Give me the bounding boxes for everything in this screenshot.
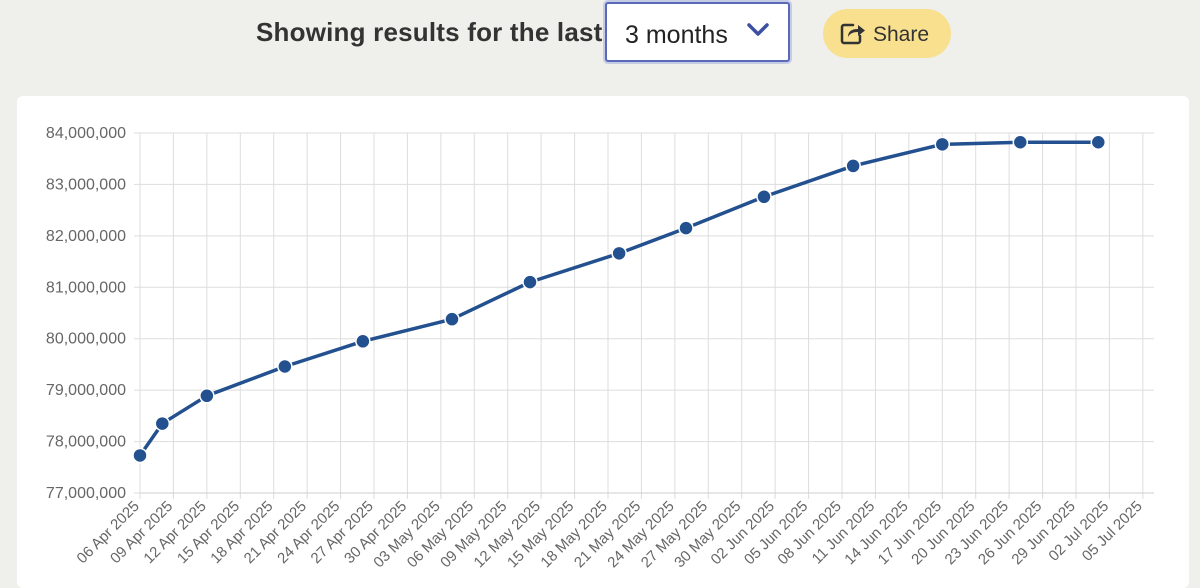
data-point[interactable] — [132, 447, 148, 464]
y-tick-label: 80,000,000 — [46, 331, 126, 348]
data-point[interactable] — [444, 311, 460, 327]
data-point[interactable] — [522, 274, 538, 290]
y-tick-label: 84,000,000 — [46, 125, 126, 142]
share-icon — [840, 23, 865, 45]
data-point[interactable] — [277, 358, 293, 375]
data-point[interactable] — [611, 245, 627, 262]
y-tick-label: 82,000,000 — [46, 228, 126, 245]
chart-card: 77,000,000 78,000,000 79,000,000 80,000,000… — [17, 96, 1189, 588]
data-point[interactable] — [355, 333, 371, 350]
data-point[interactable] — [678, 220, 694, 236]
y-axis: 77,000,000 78,000,000 79,000,000 80,000,000… — [46, 125, 126, 502]
y-tick-label: 79,000,000 — [46, 382, 126, 399]
y-tick-label: 81,000,000 — [46, 279, 126, 296]
chevron-down-icon — [747, 23, 769, 36]
share-button[interactable]: Share — [823, 9, 951, 58]
series-line — [138, 140, 1099, 457]
series — [132, 134, 1107, 464]
data-point[interactable] — [199, 388, 215, 404]
data-point[interactable] — [934, 136, 951, 153]
period-select[interactable]: 3 months — [605, 2, 790, 62]
y-tick-label: 83,000,000 — [46, 176, 126, 193]
data-point[interactable] — [154, 415, 171, 432]
data-point[interactable] — [1090, 134, 1107, 151]
grid — [134, 132, 1154, 499]
data-point[interactable] — [756, 189, 772, 205]
period-select-value: 3 months — [625, 21, 728, 49]
data-point[interactable] — [845, 158, 861, 174]
y-tick-label: 77,000,000 — [46, 485, 126, 502]
data-point[interactable] — [1012, 134, 1029, 151]
y-tick-label: 78,000,000 — [46, 434, 126, 451]
share-button-label: Share — [873, 23, 930, 46]
line-chart: 77,000,000 78,000,000 79,000,000 80,000,000… — [46, 125, 1154, 571]
filter-label: Showing results for the last: — [256, 17, 612, 47]
filter-bar: Showing results for the last: 3 months S… — [0, 0, 1200, 80]
